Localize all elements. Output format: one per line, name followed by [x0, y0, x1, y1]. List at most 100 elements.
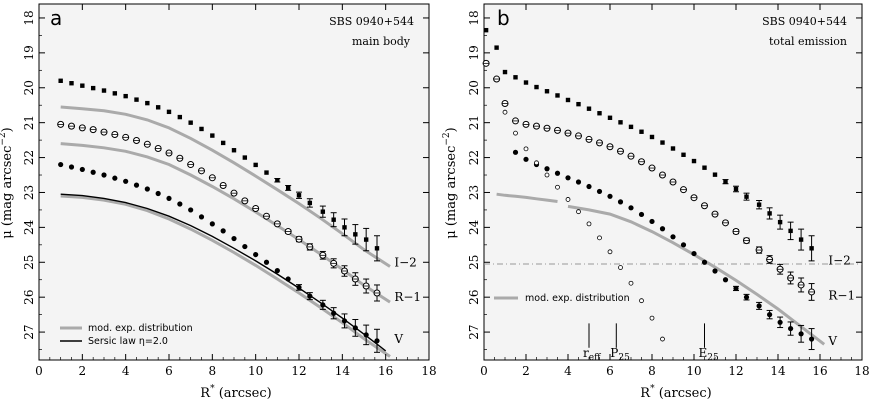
data-point — [788, 228, 793, 234]
data-point — [296, 193, 302, 198]
data-point — [798, 237, 804, 242]
data-point — [639, 129, 644, 134]
data-point — [628, 280, 634, 286]
panel-letter-b: b — [497, 6, 510, 30]
y-tick-label-b-5: 23 — [467, 185, 481, 200]
data-point — [513, 130, 518, 136]
data-point — [209, 221, 215, 227]
y-tick-label-b-1: 19 — [467, 45, 481, 60]
y-tick-label-a-6: 24 — [22, 219, 36, 235]
data-point — [353, 232, 358, 237]
data-point — [307, 293, 313, 299]
data-point — [523, 146, 529, 152]
data-point — [123, 93, 128, 99]
legend-b: mod. exp. distribution — [494, 293, 630, 304]
data-point — [649, 315, 655, 321]
data-point — [534, 160, 539, 166]
data-point — [660, 140, 665, 145]
data-point — [342, 225, 347, 230]
series-b-3 — [502, 109, 665, 342]
x-tick-label-b-8: 16 — [812, 364, 827, 378]
svg-text:R* (arcsec): R* (arcsec) — [200, 384, 271, 401]
data-point — [264, 170, 269, 175]
x-tick-label-b-3: 6 — [606, 364, 614, 378]
data-point — [101, 172, 107, 178]
y-tick-label-b-9: 27 — [467, 324, 481, 339]
y-axis-title-b-sup: −2 — [442, 132, 452, 145]
band-label-b-0: I−2 — [828, 254, 850, 268]
data-point — [144, 186, 150, 192]
data-point — [242, 155, 248, 160]
data-point — [253, 162, 258, 168]
y-tick-label-a-5: 23 — [22, 185, 36, 200]
data-point — [188, 207, 194, 213]
data-point — [374, 246, 380, 251]
y-axis-title-a-main: μ (mag arcsec — [0, 146, 15, 239]
data-point — [659, 226, 666, 232]
data-point — [628, 205, 634, 211]
x-axis-title-b: R* (arcsec) — [640, 384, 711, 401]
data-point — [166, 195, 172, 202]
data-point — [691, 158, 697, 164]
x-tick-label-b-2: 4 — [564, 364, 572, 378]
data-point — [285, 276, 291, 282]
data-point — [231, 148, 237, 153]
data-point — [80, 83, 85, 88]
y-axis-title-a-end: ) — [0, 127, 15, 132]
data-point — [155, 190, 161, 197]
x-tick-label-b-7: 14 — [770, 364, 786, 378]
data-point — [363, 237, 369, 242]
data-point — [586, 183, 592, 190]
data-point — [275, 178, 280, 183]
data-point — [523, 156, 529, 162]
data-point — [722, 277, 729, 283]
x-tick-label-b-5: 10 — [686, 364, 701, 378]
data-point — [767, 211, 772, 216]
data-point — [586, 106, 592, 111]
svg-text:R* (arcsec): R* (arcsec) — [640, 384, 711, 401]
y-axis-title-b-main: μ (mag arcsec — [444, 146, 459, 239]
data-point — [199, 126, 204, 132]
data-point — [691, 250, 697, 257]
y-axis-title-a: μ (mag arcsec−2) — [0, 127, 15, 238]
data-point — [576, 101, 581, 107]
x-axis-title-a-sup: * — [210, 384, 215, 394]
y-tick-label-b-3: 21 — [467, 115, 481, 130]
y-tick-label-a-9: 27 — [22, 324, 36, 339]
data-point — [809, 336, 815, 342]
data-point — [607, 249, 613, 255]
x-tick-label-b-6: 12 — [728, 364, 743, 378]
x-tick-label-a-4: 8 — [209, 364, 217, 378]
data-point — [649, 134, 655, 140]
data-point — [777, 319, 783, 325]
data-point — [744, 194, 749, 199]
data-point — [639, 298, 644, 304]
data-point — [597, 111, 602, 116]
data-point — [512, 149, 519, 155]
model-curve-a-3 — [60, 193, 387, 352]
series-a-2 — [58, 161, 380, 353]
x-tick-label-a-6: 12 — [291, 364, 306, 378]
x-tick-label-a-2: 4 — [122, 364, 130, 378]
data-point — [681, 152, 686, 157]
x-tick-label-b-0: 0 — [480, 364, 488, 378]
legend-b-gray-label: mod. exp. distribution — [525, 293, 630, 304]
data-point — [777, 219, 783, 225]
data-point — [285, 185, 291, 191]
data-point — [242, 243, 248, 250]
data-point — [177, 201, 183, 207]
x-tick-label-a-7: 14 — [335, 364, 351, 378]
y-tick-label-b-6: 24 — [467, 219, 481, 235]
data-point — [743, 294, 750, 300]
panel-a-annotation-2: main body — [352, 35, 411, 48]
data-point — [177, 114, 183, 120]
data-point — [341, 318, 348, 324]
data-point — [618, 120, 623, 125]
data-point — [79, 166, 85, 173]
data-point — [523, 80, 529, 85]
x-axis-title-b-main: R — [640, 386, 651, 401]
data-point — [701, 259, 708, 265]
data-point — [702, 165, 707, 170]
y-tick-label-b-4: 22 — [467, 150, 481, 165]
data-point — [767, 312, 773, 318]
